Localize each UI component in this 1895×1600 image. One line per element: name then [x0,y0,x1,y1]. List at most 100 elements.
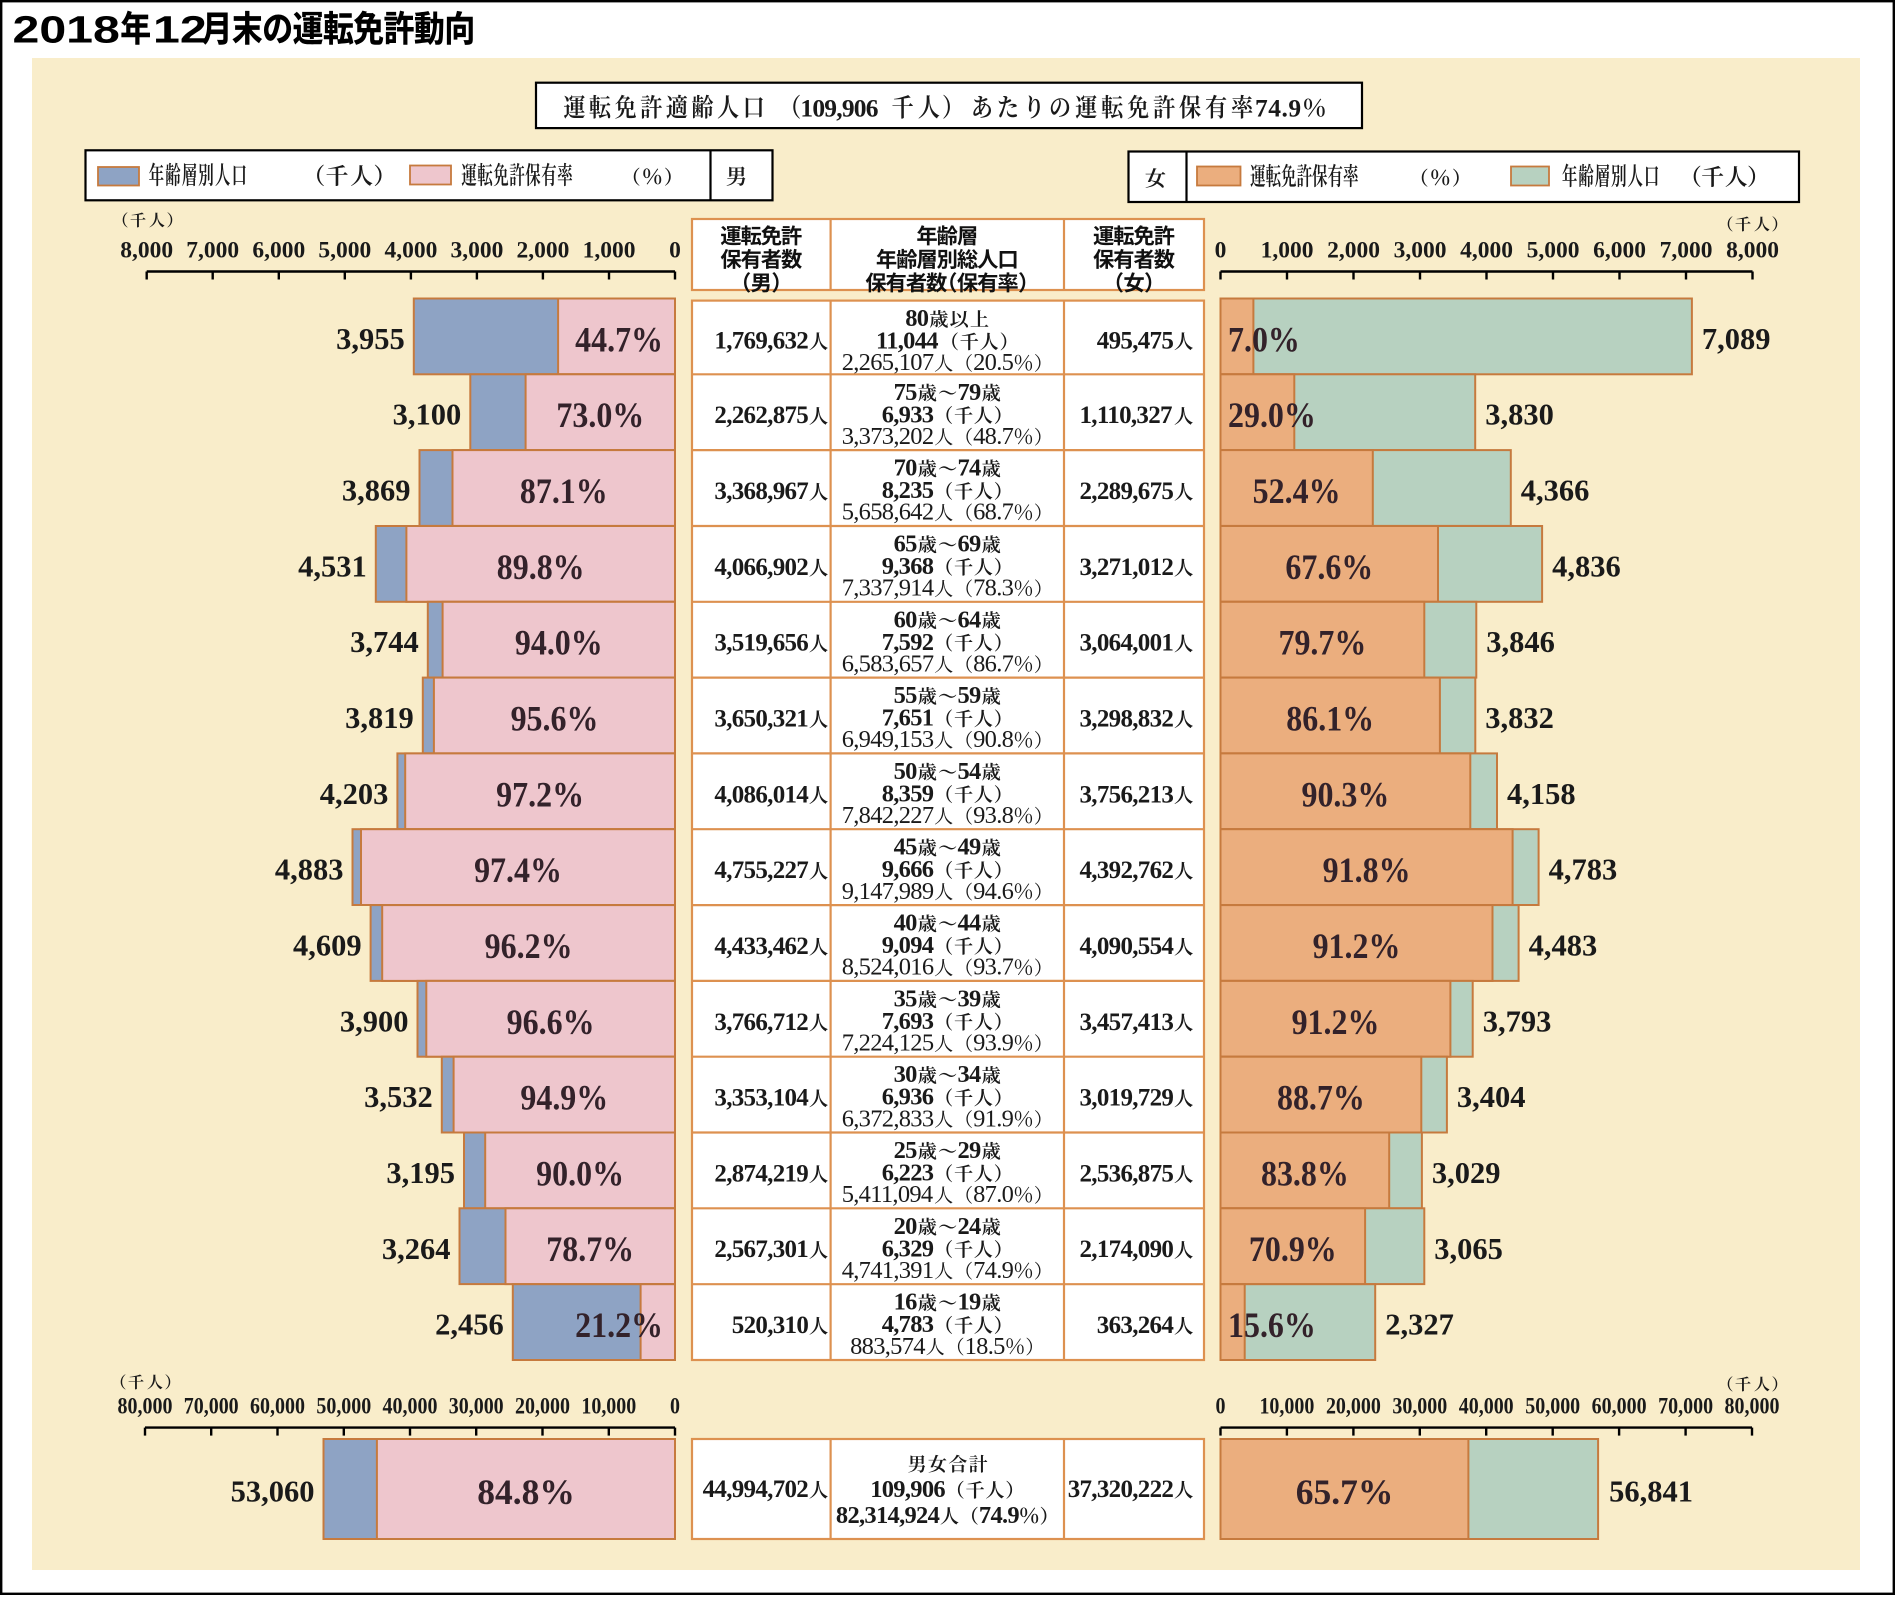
svg-text:10,000: 10,000 [581,1393,636,1419]
svg-text:3,457,413: 3,457,413 [1080,1009,1174,1036]
svg-text:90.3%: 90.3% [1301,776,1389,815]
svg-text:8,000: 8,000 [120,238,173,264]
svg-text:5,000: 5,000 [318,238,371,264]
svg-text:3,846: 3,846 [1486,625,1555,659]
svg-text:87.0: 87.0 [973,1181,1014,1208]
svg-text:80,000: 80,000 [118,1393,173,1419]
svg-text:0: 0 [670,1393,680,1419]
svg-text:30: 30 [894,1061,918,1088]
svg-text:6,949,153: 6,949,153 [842,726,934,753]
svg-text:12: 12 [153,9,207,51]
svg-text:25: 25 [894,1137,918,1164]
svg-text:4,741,391: 4,741,391 [842,1257,934,1284]
svg-text:4,609: 4,609 [293,929,362,963]
svg-text:2,262,875: 2,262,875 [714,402,808,429]
svg-text:2,265,107: 2,265,107 [842,349,934,376]
svg-text:16: 16 [894,1289,918,1316]
svg-text:4,433,462: 4,433,462 [714,933,808,960]
svg-text:1,110,327: 1,110,327 [1080,402,1173,429]
svg-text:34: 34 [958,1061,982,1088]
svg-text:7,842,227: 7,842,227 [842,802,934,829]
svg-text:7.0%: 7.0% [1228,321,1300,360]
svg-text:3,650,321: 3,650,321 [714,706,808,733]
svg-text:3,819: 3,819 [345,701,414,735]
svg-text:2,000: 2,000 [516,238,569,264]
svg-text:79: 79 [958,379,982,406]
svg-text:9,094: 9,094 [882,932,934,959]
svg-text:4,783: 4,783 [882,1311,934,1338]
svg-text:96.2%: 96.2% [485,928,573,967]
svg-text:65.7%: 65.7% [1296,1472,1394,1512]
svg-text:4,483: 4,483 [1529,929,1598,963]
svg-text:70,000: 70,000 [1658,1393,1713,1419]
svg-text:3,404: 3,404 [1457,1080,1526,1114]
svg-text:6,372,833: 6,372,833 [842,1105,934,1132]
svg-text:4,066,902: 4,066,902 [714,554,808,581]
svg-text:5,411,094: 5,411,094 [842,1181,933,1208]
svg-text:1,769,632: 1,769,632 [714,328,808,355]
svg-text:495,475: 495,475 [1097,328,1174,355]
svg-text:89.8%: 89.8% [497,548,585,587]
svg-text:20.5: 20.5 [973,349,1014,376]
svg-text:9,368: 9,368 [882,553,934,580]
svg-text:7,651: 7,651 [882,705,934,732]
svg-text:78.7%: 78.7% [546,1231,634,1270]
svg-text:93.9: 93.9 [973,1030,1014,1057]
svg-text:3,756,213: 3,756,213 [1080,781,1174,808]
svg-text:55: 55 [894,682,918,709]
svg-text:2,874,219: 2,874,219 [714,1160,808,1187]
svg-text:54: 54 [958,758,982,785]
svg-text:2,000: 2,000 [1327,238,1380,264]
svg-text:6,583,657: 6,583,657 [842,650,934,677]
svg-text:7,337,914: 7,337,914 [842,575,934,602]
svg-text:73.0%: 73.0% [556,397,644,436]
svg-text:3,264: 3,264 [382,1232,451,1266]
svg-text:44,994,702: 44,994,702 [703,1476,809,1503]
svg-text:363,264: 363,264 [1097,1312,1175,1339]
svg-text:3,195: 3,195 [386,1156,455,1190]
svg-text:4,531: 4,531 [298,549,367,583]
svg-text:74.9: 74.9 [973,1257,1014,1284]
svg-text:3,100: 3,100 [393,398,462,432]
svg-text:6,933: 6,933 [882,401,934,428]
svg-text:94.6: 94.6 [973,878,1014,905]
svg-text:11,044: 11,044 [876,328,938,355]
svg-text:93.8: 93.8 [973,802,1014,829]
svg-text:4,836: 4,836 [1552,549,1621,583]
svg-text:3,000: 3,000 [450,238,503,264]
svg-text:94.0%: 94.0% [515,624,603,663]
svg-text:30,000: 30,000 [449,1393,504,1419]
svg-text:39: 39 [958,985,982,1012]
svg-text:0: 0 [1216,1393,1226,1419]
svg-text:95.6%: 95.6% [511,700,599,739]
svg-text:59: 59 [958,682,982,709]
svg-text:93.7: 93.7 [973,954,1014,981]
svg-text:3,744: 3,744 [350,625,419,659]
svg-text:109,906: 109,906 [800,93,877,122]
svg-text:24: 24 [958,1213,982,1240]
svg-text:520,310: 520,310 [732,1312,809,1339]
svg-text:8,000: 8,000 [1726,238,1779,264]
svg-text:4,158: 4,158 [1507,777,1576,811]
svg-text:1,000: 1,000 [1261,238,1314,264]
svg-text:90.0%: 90.0% [536,1155,624,1194]
svg-text:44: 44 [958,910,982,937]
svg-text:7,592: 7,592 [882,629,934,656]
svg-text:3,353,104: 3,353,104 [714,1085,809,1112]
svg-text:8,359: 8,359 [882,780,934,807]
svg-text:20,000: 20,000 [1326,1393,1381,1419]
svg-text:5,658,642: 5,658,642 [842,499,934,526]
svg-text:79.7%: 79.7% [1278,624,1366,663]
svg-text:75: 75 [894,379,918,406]
svg-text:883,574: 883,574 [850,1333,925,1360]
svg-text:56,841: 56,841 [1609,1475,1693,1509]
svg-text:40,000: 40,000 [383,1393,438,1419]
svg-text:6,223: 6,223 [882,1160,934,1187]
svg-text:6,000: 6,000 [1593,238,1646,264]
svg-text:52.4%: 52.4% [1253,473,1341,512]
svg-text:3,519,656: 3,519,656 [714,630,808,657]
svg-text:80: 80 [905,305,929,332]
svg-text:3,766,712: 3,766,712 [714,1009,808,1036]
svg-text:4,883: 4,883 [275,853,344,887]
svg-text:45: 45 [894,834,918,861]
